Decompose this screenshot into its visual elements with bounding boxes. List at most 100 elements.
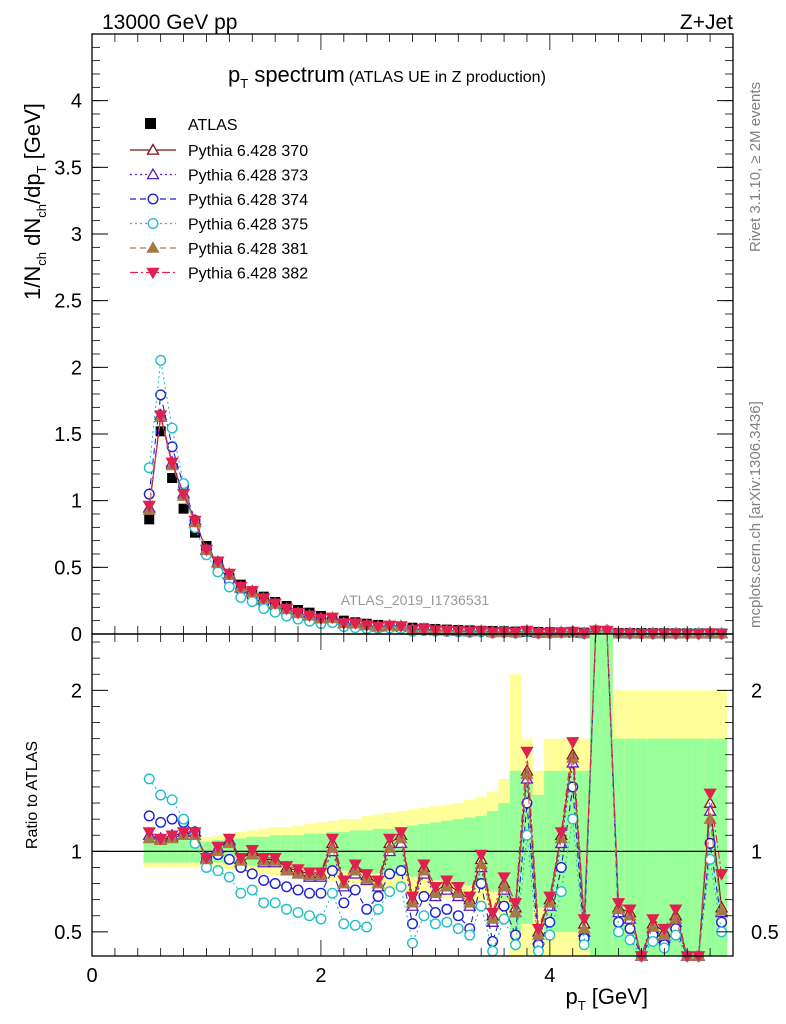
series-point-main — [143, 488, 155, 500]
legend-label: Pythia 6.428 373 — [188, 168, 308, 185]
series-point-ratio — [486, 907, 500, 920]
series-point-ratio — [441, 903, 453, 915]
y-tick-label-main: 0.5 — [54, 557, 82, 579]
series-point-ratio — [315, 913, 327, 925]
series-point-ratio — [348, 859, 362, 872]
series-point-ratio — [314, 867, 328, 880]
series-point-main — [600, 625, 614, 638]
series-point-ratio — [382, 833, 397, 846]
series-point-ratio — [405, 891, 420, 904]
series-point-ratio — [544, 929, 556, 941]
series-point-main — [394, 621, 408, 633]
uncertainty-band-inner — [681, 738, 693, 956]
series-point-main — [166, 422, 178, 434]
series-point-main — [508, 627, 523, 640]
series-point-ratio — [692, 951, 706, 963]
main-panel: 0 0.5 1 1.5 2 2.5 3 3.5 4 — [54, 33, 734, 646]
series-point-ratio — [555, 886, 567, 898]
rivet-label: Rivet 3.1.10, ≥ 2M events — [747, 82, 764, 252]
series-point-ratio — [279, 861, 294, 873]
series-point-ratio — [165, 830, 179, 843]
series-point-ratio — [155, 816, 167, 828]
series-point-main — [337, 618, 351, 630]
legend-marker — [147, 217, 159, 229]
series-point-main — [268, 598, 282, 611]
legend-label-atlas: ATLAS — [188, 117, 238, 134]
series-point-ratio — [464, 929, 476, 941]
series-point-ratio — [521, 829, 533, 841]
series-point-ratio — [223, 853, 235, 865]
uncertainty-band-inner — [692, 738, 705, 956]
series-point-ratio — [303, 910, 315, 922]
series-point-main — [222, 568, 236, 581]
series-point-ratio — [510, 939, 522, 951]
series-point-ratio — [441, 916, 453, 928]
y-tick-label-ratio-right: 2 — [751, 680, 762, 702]
legend-label: Pythia 6.428 375 — [188, 217, 308, 234]
series-point-main — [235, 591, 247, 603]
series-point-main — [417, 624, 431, 636]
series-point-ratio — [315, 887, 327, 899]
series-point-ratio — [281, 881, 293, 893]
series-point-main — [234, 581, 248, 594]
series-point-ratio — [440, 875, 454, 888]
series-point-main — [142, 500, 156, 513]
series-point-ratio — [269, 878, 281, 890]
series-point-ratio — [326, 865, 338, 877]
uncertainty-band-inner — [647, 738, 659, 956]
series-point-main — [325, 612, 339, 625]
series-point-ratio — [670, 929, 682, 941]
series-point-main — [143, 462, 155, 474]
series-point-main — [554, 627, 568, 640]
series-point-ratio — [258, 874, 270, 886]
series-point-ratio — [407, 918, 419, 930]
series-point-ratio — [303, 887, 315, 899]
series-point-ratio — [372, 890, 384, 902]
atlas-data-point — [178, 503, 189, 514]
series-point-ratio — [474, 849, 488, 862]
series-point-ratio — [669, 904, 683, 917]
series-point-ratio — [577, 914, 591, 926]
series-point-ratio — [554, 827, 568, 839]
series-line-ratio — [149, 633, 723, 958]
series-point-main — [440, 625, 454, 638]
series-point-ratio — [498, 913, 510, 925]
series-point-main — [223, 581, 235, 593]
series-point-ratio — [498, 900, 510, 912]
series-point-ratio — [384, 886, 396, 898]
uncertainty-band-inner — [670, 738, 682, 956]
series-point-ratio — [624, 934, 636, 946]
series-point-ratio — [531, 923, 546, 936]
x-tick-label: 4 — [544, 965, 555, 987]
series-point-ratio — [176, 827, 191, 839]
series-point-main — [371, 621, 385, 634]
series-point-ratio — [714, 869, 729, 881]
series-point-ratio — [212, 865, 224, 877]
series-point-ratio — [475, 878, 487, 890]
series-point-ratio — [234, 853, 248, 865]
legend-marker — [146, 143, 160, 155]
series-point-main — [155, 354, 167, 366]
legend-marker-atlas — [145, 118, 156, 129]
series-point-ratio — [257, 853, 271, 865]
series-point-ratio — [508, 898, 523, 910]
y-tick-label-main: 2.5 — [54, 291, 82, 313]
series-point-main — [155, 389, 167, 401]
uncertainty-band-inner — [624, 738, 636, 956]
chart-title: pT spectrum (ATLAS UE in Z production) — [228, 62, 546, 91]
atlas-data-point — [155, 426, 166, 437]
series-point-ratio — [451, 881, 465, 894]
series-point-ratio — [326, 887, 338, 899]
series-point-ratio — [222, 833, 236, 846]
series-point-ratio — [199, 853, 214, 865]
uncertainty-band-inner — [715, 738, 728, 956]
series-point-ratio — [395, 865, 407, 877]
series-point-ratio — [418, 910, 430, 922]
x-tick-label: 2 — [315, 965, 326, 987]
series-point-main — [291, 607, 305, 620]
atlas-data-point — [167, 473, 178, 483]
series-point-ratio — [475, 900, 487, 912]
atlas-data-point — [144, 514, 155, 525]
series-point-ratio — [372, 903, 384, 915]
